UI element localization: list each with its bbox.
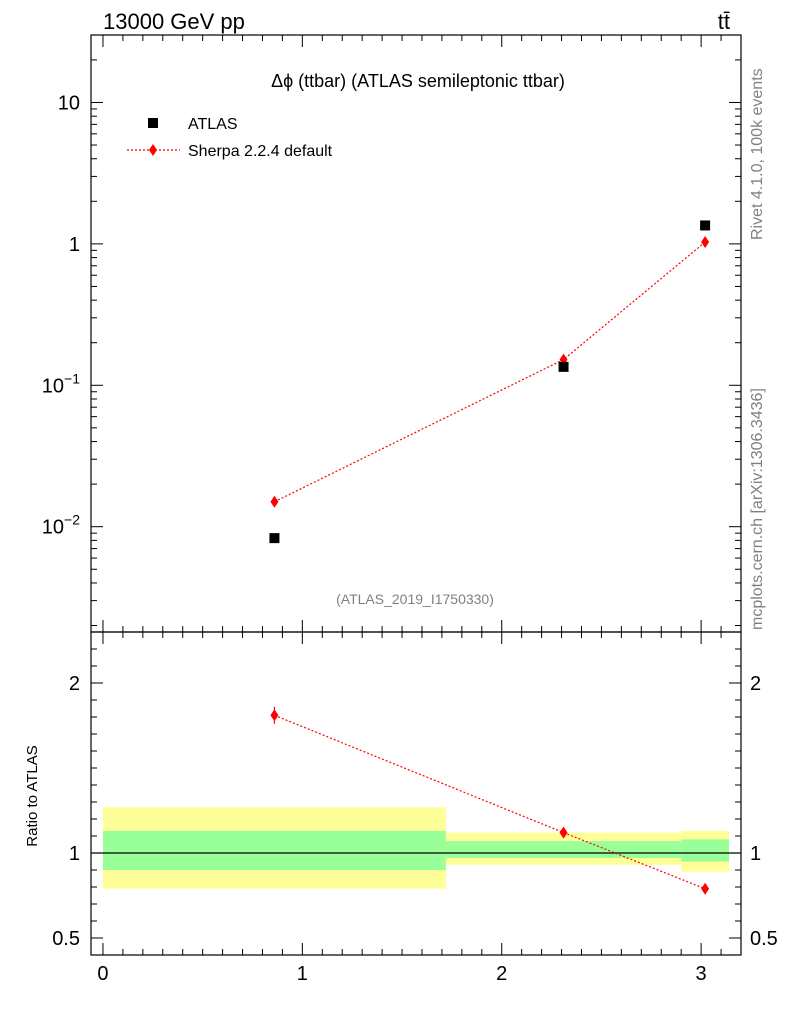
chart-title: Δϕ (ttbar) (ATLAS semileptonic ttbar) bbox=[271, 71, 565, 91]
uncertainty-bands bbox=[102, 807, 730, 889]
main-panel: 10−2 10−1 1 10 Δϕ (ttbar) (ATLAS semilepton… bbox=[42, 34, 742, 633]
x-tick-label: 0 bbox=[97, 963, 108, 985]
y-tick-label: 1 bbox=[69, 234, 80, 256]
ratio-y-tick-label-right: 2 bbox=[750, 673, 761, 695]
legend: ATLAS Sherpa 2.2.4 default bbox=[127, 116, 333, 160]
main-y-tick-labels: 10−2 10−1 1 10 bbox=[42, 92, 80, 538]
ratio-y-tick-label: 2 bbox=[69, 673, 80, 695]
sherpa-line bbox=[274, 241, 706, 503]
sherpa-main-series bbox=[270, 236, 710, 508]
sherpa-ratio-point bbox=[701, 882, 710, 895]
ratio-y-tick-label-right: 1 bbox=[750, 843, 761, 865]
atlas-data-series bbox=[269, 220, 711, 544]
sherpa-point bbox=[701, 236, 710, 249]
atlas-point bbox=[269, 533, 280, 544]
inner-band bbox=[681, 839, 730, 862]
energy-label: 13000 GeV pp bbox=[103, 9, 245, 34]
sherpa-ratio-point bbox=[270, 709, 279, 722]
ratio-y-tick-label: 1 bbox=[69, 843, 80, 865]
x-tick-label: 2 bbox=[496, 963, 507, 985]
ratio-panel: 0.5 0.5 1 1 2 2 0 1 2 3 Ratio to ATLAS bbox=[24, 631, 778, 985]
y-tick-label: 10 bbox=[58, 92, 80, 114]
sherpa-point bbox=[270, 495, 279, 508]
inner-band bbox=[445, 841, 682, 859]
ratio-y-axis-label: Ratio to ATLAS bbox=[24, 745, 41, 846]
analysis-tag: (ATLAS_2019_I1750330) bbox=[336, 591, 494, 607]
x-tick-label: 3 bbox=[696, 963, 707, 985]
legend-atlas-label: ATLAS bbox=[188, 116, 238, 133]
atlas-point bbox=[700, 220, 711, 231]
process-label: tt̄ bbox=[718, 9, 730, 34]
atlas-point bbox=[558, 361, 569, 372]
ratio-frame bbox=[90, 631, 742, 956]
x-tick-label: 1 bbox=[297, 963, 308, 985]
inner-band bbox=[102, 830, 446, 870]
ratio-axis-ticks bbox=[91, 631, 742, 956]
ratio-y-tick-label: 0.5 bbox=[52, 928, 80, 950]
ratio-y-tick-label-right: 0.5 bbox=[750, 928, 778, 950]
legend-sherpa-label: Sherpa 2.2.4 default bbox=[188, 143, 333, 160]
legend-sherpa-marker bbox=[149, 144, 157, 156]
legend-atlas-marker bbox=[148, 118, 158, 128]
rivet-version-label: Rivet 4.1.0, 100k events bbox=[749, 68, 766, 240]
ratio-y-tick-labels: 0.5 0.5 1 1 2 2 bbox=[52, 673, 778, 950]
x-tick-labels: 0 1 2 3 bbox=[97, 963, 706, 985]
y-tick-label: 10−2 bbox=[42, 512, 80, 539]
y-tick-label: 10−1 bbox=[42, 370, 80, 397]
mcplots-site-label: mcplots.cern.ch [arXiv:1306.3436] bbox=[749, 388, 766, 630]
sherpa-ratio-series bbox=[270, 706, 710, 895]
sherpa-ratio-point bbox=[559, 826, 568, 839]
